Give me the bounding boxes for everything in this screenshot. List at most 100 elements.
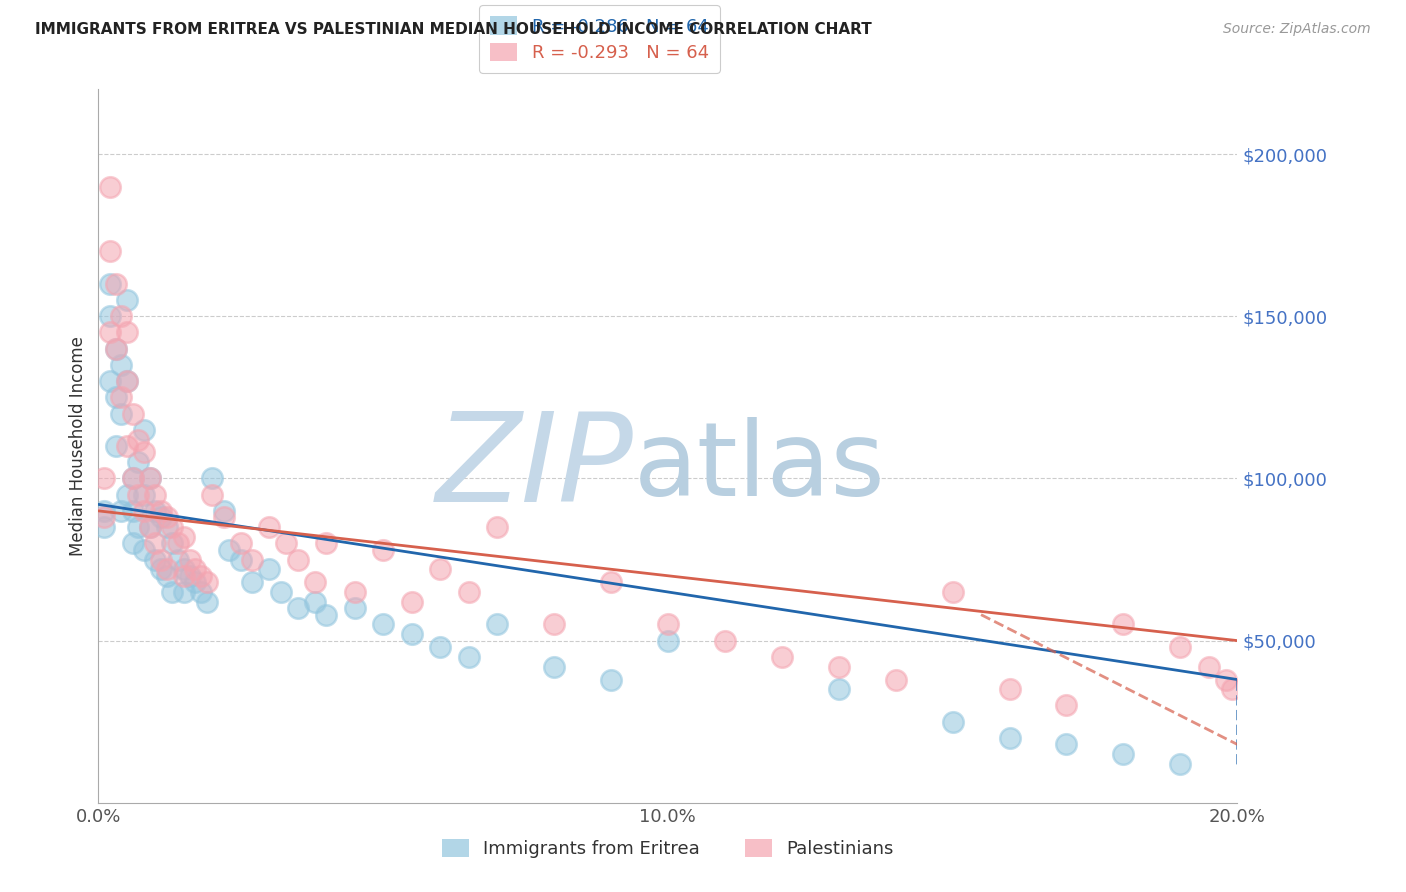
Point: [657, 633, 679, 648]
Point: [229, 552, 252, 566]
Point: [93, 510, 115, 524]
Point: [240, 575, 263, 590]
Point: [115, 374, 138, 388]
Point: [138, 520, 160, 534]
Point: [828, 659, 851, 673]
Point: [104, 342, 127, 356]
Point: [115, 326, 138, 340]
Point: [93, 504, 115, 518]
Point: [201, 471, 224, 485]
Point: [1056, 698, 1078, 713]
Point: [98, 326, 121, 340]
Point: [1112, 747, 1135, 761]
Point: [304, 575, 326, 590]
Text: IMMIGRANTS FROM ERITREA VS PALESTINIAN MEDIAN HOUSEHOLD INCOME CORRELATION CHART: IMMIGRANTS FROM ERITREA VS PALESTINIAN M…: [35, 22, 872, 37]
Point: [132, 542, 155, 557]
Point: [115, 488, 138, 502]
Point: [145, 536, 167, 550]
Point: [315, 607, 337, 622]
Point: [457, 585, 479, 599]
Point: [1170, 756, 1192, 771]
Point: [162, 520, 184, 534]
Point: [110, 390, 132, 404]
Point: [127, 520, 149, 534]
Point: [457, 649, 479, 664]
Point: [127, 433, 149, 447]
Point: [110, 310, 132, 324]
Text: atlas: atlas: [634, 417, 886, 518]
Point: [486, 617, 509, 632]
Point: [190, 568, 212, 582]
Point: [132, 504, 155, 518]
Point: [179, 568, 201, 582]
Point: [600, 673, 623, 687]
Point: [132, 445, 155, 459]
Point: [657, 617, 679, 632]
Point: [104, 342, 127, 356]
Point: [259, 520, 281, 534]
Point: [98, 310, 121, 324]
Point: [145, 488, 167, 502]
Point: [98, 179, 121, 194]
Point: [184, 575, 207, 590]
Point: [162, 585, 184, 599]
Point: [93, 520, 115, 534]
Point: [150, 552, 173, 566]
Point: [132, 423, 155, 437]
Point: [304, 595, 326, 609]
Point: [190, 585, 212, 599]
Point: [828, 682, 851, 697]
Point: [115, 439, 138, 453]
Point: [201, 488, 224, 502]
Text: Source: ZipAtlas.com: Source: ZipAtlas.com: [1223, 22, 1371, 37]
Point: [373, 617, 395, 632]
Point: [270, 585, 292, 599]
Point: [162, 536, 184, 550]
Point: [714, 633, 737, 648]
Point: [1220, 682, 1243, 697]
Point: [127, 488, 149, 502]
Point: [121, 504, 143, 518]
Point: [998, 682, 1021, 697]
Point: [145, 504, 167, 518]
Point: [1215, 673, 1237, 687]
Point: [1198, 659, 1220, 673]
Point: [1112, 617, 1135, 632]
Point: [110, 358, 132, 372]
Point: [121, 471, 143, 485]
Point: [156, 562, 179, 576]
Point: [156, 510, 179, 524]
Point: [93, 471, 115, 485]
Point: [150, 510, 173, 524]
Point: [145, 552, 167, 566]
Point: [343, 601, 366, 615]
Point: [127, 455, 149, 469]
Point: [543, 617, 565, 632]
Point: [942, 714, 965, 729]
Point: [115, 374, 138, 388]
Point: [998, 731, 1021, 745]
Point: [212, 510, 235, 524]
Point: [150, 504, 173, 518]
Point: [110, 407, 132, 421]
Point: [121, 471, 143, 485]
Point: [401, 627, 423, 641]
Point: [184, 562, 207, 576]
Point: [104, 390, 127, 404]
Point: [138, 471, 160, 485]
Point: [98, 277, 121, 291]
Point: [138, 471, 160, 485]
Point: [287, 601, 309, 615]
Point: [429, 640, 451, 654]
Point: [401, 595, 423, 609]
Point: [942, 585, 965, 599]
Point: [173, 530, 195, 544]
Point: [259, 562, 281, 576]
Point: [179, 552, 201, 566]
Point: [156, 568, 179, 582]
Point: [429, 562, 451, 576]
Point: [173, 562, 195, 576]
Point: [212, 504, 235, 518]
Point: [884, 673, 907, 687]
Point: [770, 649, 793, 664]
